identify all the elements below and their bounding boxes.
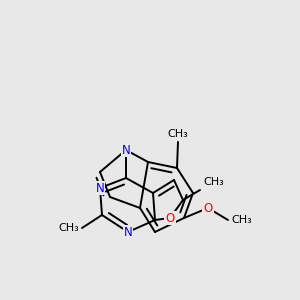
Text: O: O <box>203 202 213 214</box>
Text: CH₃: CH₃ <box>203 177 224 187</box>
Text: N: N <box>96 182 104 194</box>
Text: N: N <box>124 226 132 238</box>
Text: O: O <box>165 212 175 224</box>
Text: CH₃: CH₃ <box>168 129 188 139</box>
Text: CH₃: CH₃ <box>231 215 252 225</box>
Text: N: N <box>122 143 130 157</box>
Text: CH₃: CH₃ <box>58 223 79 233</box>
